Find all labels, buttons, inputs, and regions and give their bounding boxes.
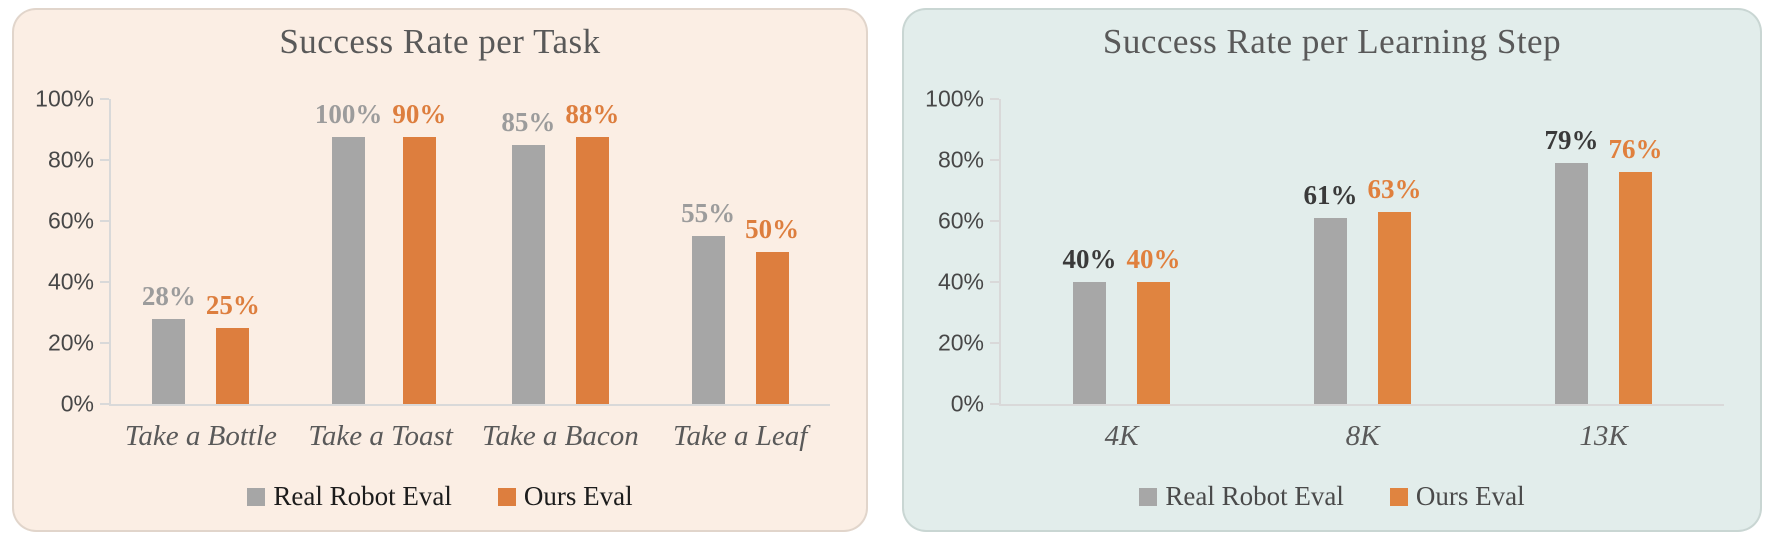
y-tick-label: 80% [937,146,984,173]
value-label-real-robot: 100% [314,99,383,129]
category-label: Take a Bacon [481,420,639,452]
category-label: Take a Leaf [672,420,808,452]
bar-ours-eval [216,327,250,404]
legend-label: Real Robot Eval [1165,481,1344,511]
plot-area: 40% 40% 4K 61% [990,98,1724,452]
plot-area: 28% 25% Take a Bottle 100% [100,98,830,452]
legend-swatch-orange [1389,487,1408,506]
y-tick-label: 60% [937,207,984,234]
legend-swatch-gray [1139,487,1158,506]
value-label-real-robot: 55% [681,198,736,229]
bar-ours-eval [1137,282,1170,404]
axis-tick [990,403,999,405]
bar-real-robot-eval [152,318,186,404]
y-tick-label: 0% [60,390,94,417]
bar-ours-eval [755,251,789,404]
y-tick-label: 20% [47,329,94,356]
y-axis-labels: 100% 80% 60% 40% 20% 0% [904,86,984,417]
y-tick-label: 20% [937,329,984,356]
value-label-real-robot: 40% [1062,244,1117,274]
task-chart-panel: Success Rate per Task 100% 80% 60% 40% 2… [12,8,868,532]
bar-real-robot-eval [1073,282,1106,404]
bar-real-robot-eval [511,144,545,404]
y-tick-label: 100% [35,85,94,112]
bar-group-take-a-bacon: 85% 88% Take a Bacon [471,99,651,452]
chart-title: Success Rate per Learning Step [1102,22,1562,61]
y-tick-label: 80% [47,146,94,173]
value-label-ours: 50% [745,213,800,244]
legend-label: Real Robot Eval [273,481,452,511]
legend-label: Ours Eval [523,481,633,511]
y-tick-label: 40% [47,268,94,295]
bar-ours-eval [402,137,436,404]
axis-tick [100,403,109,405]
axis-tick [990,281,999,283]
category-label: Take a Bottle [124,420,277,452]
bar-group-4k: 40% 40% 4K [1001,99,1242,452]
bar-real-robot-eval [332,137,366,404]
y-tick-label: 0% [950,390,984,417]
axis-tick [100,98,109,100]
bar-ours-eval [1619,172,1652,404]
axis-tick [100,159,109,161]
category-label: Take a Toast [308,420,453,452]
legend-swatch-orange [497,487,516,506]
learning-step-chart-panel: Success Rate per Learning Step 100% 80% … [902,8,1762,532]
legend-item-real-robot-eval: Real Robot Eval [247,481,452,512]
value-label-real-robot: 85% [501,106,556,137]
value-label-ours: 63% [1367,173,1422,204]
legend-item-real-robot-eval: Real Robot Eval [1139,481,1344,512]
axis-tick [100,281,109,283]
axis-tick [990,159,999,161]
bar-group-8k: 61% 63% 8K [1242,99,1483,452]
bar-ours-eval [575,137,609,404]
bar-group-13k: 79% 76% 13K [1483,99,1724,452]
value-label-real-robot: 79% [1544,125,1599,156]
category-label: 13K [1579,420,1628,452]
y-tick-label: 60% [47,207,94,234]
bar-group-take-a-toast: 100% 90% Take a Toast [291,99,471,452]
axis-tick [100,220,109,222]
chart-title: Success Rate per Task [279,22,601,61]
bar-ours-eval [1378,211,1411,404]
axis-tick [100,342,109,344]
bar-groups: 28% 25% Take a Bottle 100% [111,99,830,452]
bar-group-take-a-leaf: 55% 50% Take a Leaf [650,99,830,452]
legend-label: Ours Eval [1415,481,1525,511]
value-label-ours: 88% [565,99,620,129]
value-label-ours: 90% [392,99,447,129]
legend: Real Robot Eval Ours Eval [904,481,1760,512]
category-label: 4K [1104,420,1139,452]
axis-tick [990,342,999,344]
value-label-ours: 40% [1126,244,1181,274]
legend-swatch-gray [247,487,266,506]
legend-item-ours-eval: Ours Eval [1389,481,1525,512]
bar-real-robot-eval [1314,217,1347,404]
category-label: 8K [1345,420,1380,452]
legend-item-ours-eval: Ours Eval [497,481,633,512]
axis-tick [990,98,999,100]
y-tick-label: 100% [925,85,984,112]
y-tick-label: 40% [937,268,984,295]
bar-groups: 40% 40% 4K 61% [1001,99,1724,452]
bar-real-robot-eval [1555,163,1588,404]
axis-tick [990,220,999,222]
value-label-ours: 25% [205,289,260,320]
bar-group-take-a-bottle: 28% 25% Take a Bottle [111,99,291,452]
bar-real-robot-eval [691,236,725,404]
value-label-real-robot: 28% [141,280,196,311]
y-axis-labels: 100% 80% 60% 40% 20% 0% [14,86,94,417]
value-label-ours: 76% [1608,134,1663,165]
value-label-real-robot: 61% [1303,179,1358,210]
legend: Real Robot Eval Ours Eval [14,481,866,512]
